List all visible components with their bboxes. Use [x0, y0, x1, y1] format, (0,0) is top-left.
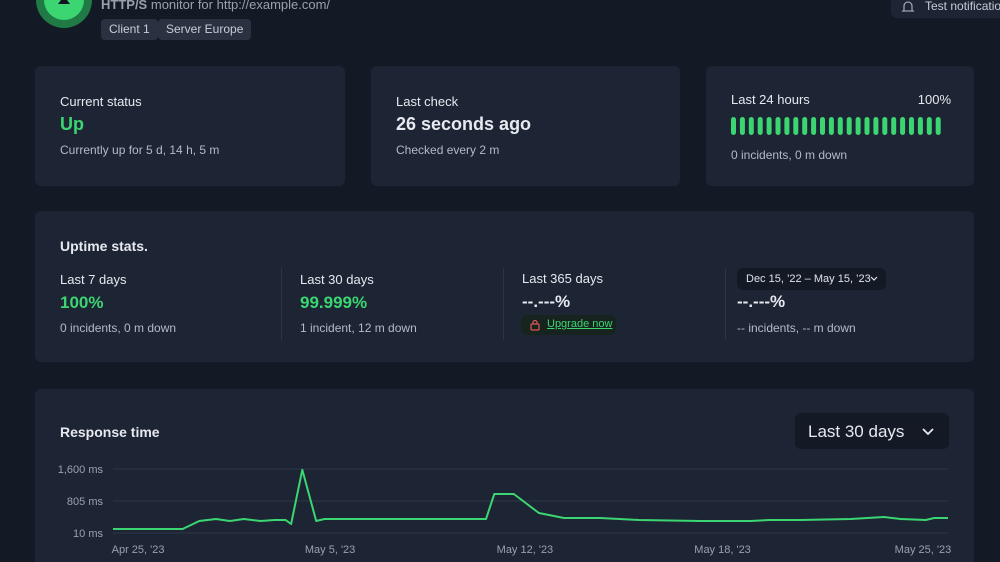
heartbeat-bar: [891, 117, 897, 135]
period-value: --.---%: [737, 292, 786, 311]
heartbeat-bar: [900, 117, 906, 135]
y-tick-label: 805 ms: [67, 496, 104, 508]
heartbeat-bar: [811, 117, 817, 135]
card-label: Current status: [60, 94, 142, 109]
card-label: Last check: [396, 94, 459, 109]
range-dropdown[interactable]: Last 30 days: [795, 413, 949, 449]
x-tick-label: Apr 25, '23: [112, 544, 165, 556]
period-value: 100%: [60, 293, 104, 312]
period-detail: 0 incidents, 0 m down: [60, 321, 177, 335]
monitor-desc: monitor for http://example.com/: [150, 0, 331, 12]
y-tick-label: 10 ms: [73, 528, 103, 540]
x-tick-label: May 5, '23: [305, 544, 355, 556]
card-detail: Currently up for 5 d, 14 h, 5 m: [60, 143, 220, 157]
period-detail: -- incidents, -- m down: [737, 321, 856, 335]
heartbeat-bar: [820, 117, 825, 135]
heartbeat-bar: [837, 117, 843, 135]
period-value: 99.999%: [300, 293, 368, 312]
tag[interactable]: Client 1: [101, 19, 158, 40]
heartbeat-bar: [731, 117, 736, 135]
x-tick-label: May 18, '23: [694, 544, 751, 556]
link-text: Upgrade now: [547, 318, 613, 330]
heartbeat-bar: [909, 117, 914, 135]
status-card: Current status Up Currently up for 5 d, …: [35, 66, 345, 186]
card-value: 26 seconds ago: [396, 114, 532, 134]
heartbeat-bars: [731, 117, 941, 135]
bell-icon: [901, 1, 915, 12]
divider: [503, 268, 504, 340]
dropdown-label: Last 30 days: [808, 422, 905, 441]
heartbeat-bar: [926, 117, 932, 135]
period-value: --.---%: [522, 292, 571, 311]
section-title: Response time: [60, 424, 160, 440]
date-range-picker[interactable]: Dec 15, ’22 – May 15, ’23: [737, 268, 886, 290]
heartbeat-bar: [846, 117, 852, 135]
heartbeat-bar: [748, 117, 754, 135]
card-value: Up: [60, 114, 84, 134]
x-tick-label: May 25, '23: [895, 544, 952, 556]
x-tick-label: May 12, '23: [497, 544, 554, 556]
lock-icon: [530, 319, 540, 331]
heartbeat-bar: [917, 117, 923, 135]
monitor-type: HTTP/S: [101, 0, 148, 12]
upgrade-link[interactable]: Upgrade now: [521, 315, 616, 335]
response-time-chart: 1,600 ms 805 ms 10 ms Apr 25, '23 May 5, '23…: [58, 464, 952, 556]
response-line: [113, 468, 948, 530]
heartbeat-bar: [766, 117, 772, 135]
heartbeat-bar: [775, 117, 781, 135]
card-detail: 0 incidents, 0 m down: [731, 148, 848, 162]
status-card: Last 24 hours 100% 0 incidents, 0 m down: [706, 66, 974, 186]
divider: [725, 268, 726, 340]
heartbeat-bar: [802, 117, 808, 135]
card-label: Last 24 hours: [731, 92, 810, 107]
heartbeat-bar: [864, 117, 870, 135]
period-label: Last 7 days: [60, 272, 127, 287]
test-notification-button[interactable]: Test notification: [891, 0, 1000, 18]
heartbeat-bar: [757, 117, 763, 135]
chevron: [870, 276, 878, 281]
chevron: [922, 428, 934, 436]
heartbeat-bar: [784, 117, 790, 135]
period-label: Last 365 days: [522, 271, 603, 286]
picker-label: Dec 15, ’22 – May 15, ’23: [746, 273, 871, 285]
section-title: Uptime stats.: [60, 238, 148, 254]
period-label: Last 30 days: [300, 272, 374, 287]
divider: [281, 268, 282, 340]
tag[interactable]: Server Europe: [158, 19, 252, 40]
monitor-heading: HTTP/S monitor for http://example.com/: [101, 0, 330, 12]
heartbeat-bar: [855, 117, 861, 135]
y-tick-label: 1,600 ms: [58, 464, 104, 476]
heartbeat-bar: [739, 117, 745, 135]
button-label: Test notification: [925, 0, 1000, 13]
status-avatar: [36, 0, 92, 28]
heartbeat-bar: [873, 117, 879, 135]
card-detail: Checked every 2 m: [396, 143, 500, 157]
status-card: Last check 26 seconds ago Checked every …: [371, 66, 680, 186]
heartbeat-bar: [882, 117, 888, 135]
heartbeat-bar: [828, 117, 834, 135]
period-detail: 1 incident, 12 m down: [300, 321, 417, 335]
heartbeat-bar: [793, 117, 799, 135]
heartbeat-bar: [935, 117, 941, 135]
card-percent: 100%: [917, 92, 951, 107]
